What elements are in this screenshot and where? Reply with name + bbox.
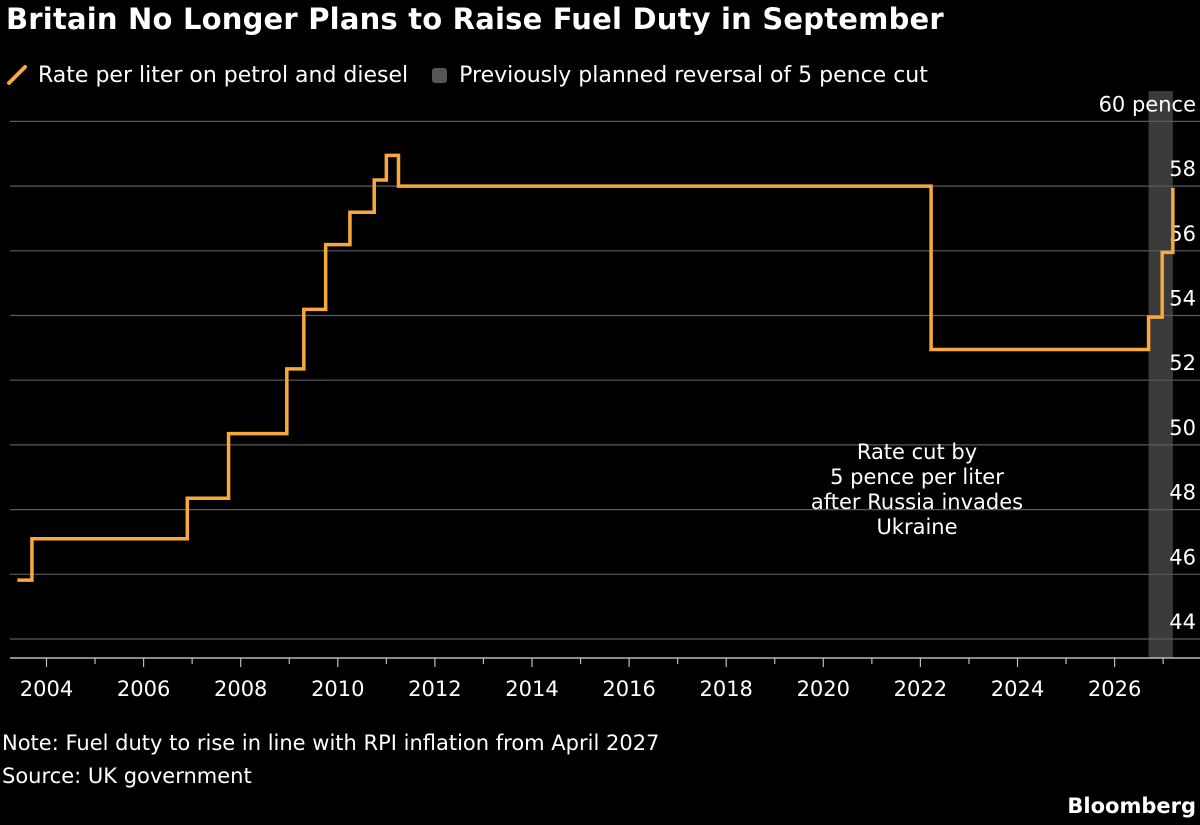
x-tick-label: 2010: [311, 677, 364, 701]
legend-item-band: Previously planned reversal of 5 pence c…: [432, 63, 928, 88]
x-tick-label: 2012: [408, 677, 461, 701]
x-tick-label: 2004: [20, 677, 73, 701]
x-tick-label: 2008: [214, 677, 267, 701]
y-tick-label: 54: [1169, 287, 1196, 311]
y-tick-label: 52: [1169, 351, 1196, 375]
footnote: Note: Fuel duty to rise in line with RPI…: [2, 731, 660, 755]
x-axis: 2004 2006 2008 2010 2012 2014 2016 2018 2020 2022…: [10, 657, 1200, 701]
y-tick-label: 46: [1169, 545, 1196, 569]
fuel-duty-line: [17, 153, 1175, 582]
legend-label-band: Previously planned reversal of 5 pence c…: [459, 62, 928, 88]
annotation-line: 5 pence per liter: [830, 465, 1004, 489]
x-tick-label: 2018: [699, 677, 752, 701]
bloomberg-logo: Bloomberg: [1067, 794, 1196, 818]
x-tick-label: 2014: [505, 677, 558, 701]
legend-label-rate: Rate per liter on petrol and diesel: [38, 62, 409, 88]
y-tick-label: 58: [1169, 157, 1196, 181]
y-tick-label: 48: [1169, 481, 1196, 505]
x-tick-label: 2024: [991, 677, 1044, 701]
x-tick-label: 2016: [602, 677, 655, 701]
annotation-line: after Russia invades: [811, 490, 1023, 514]
x-tick-label: 2020: [797, 677, 850, 701]
grid-layer: [10, 120, 1200, 640]
source-text: Source: UK government: [2, 764, 252, 788]
annotation-line: Rate cut by: [857, 440, 977, 464]
y-tick-label: 50: [1169, 416, 1196, 440]
chart-title: Britain No Longer Plans to Raise Fuel Du…: [6, 2, 944, 36]
band-swatch-icon: [432, 67, 448, 83]
x-tick-label: 2026: [1088, 677, 1141, 701]
x-tick-label: 2006: [117, 677, 170, 701]
y-tick-label: 60 pence: [1099, 92, 1196, 116]
fuel-duty-chart: 2004 2006 2008 2010 2012 2014 2016 2018 2020 2022…: [10, 91, 1200, 701]
series-layer: [17, 153, 1175, 582]
line-swatch-icon: [7, 65, 27, 85]
legend-item-rate: Rate per liter on petrol and diesel: [6, 63, 408, 88]
x-tick-label: 2022: [894, 677, 947, 701]
y-tick-label: 44: [1169, 610, 1196, 634]
legend: Rate per liter on petrol and diesel Prev…: [6, 60, 952, 90]
annotation-line: Ukraine: [876, 515, 957, 539]
